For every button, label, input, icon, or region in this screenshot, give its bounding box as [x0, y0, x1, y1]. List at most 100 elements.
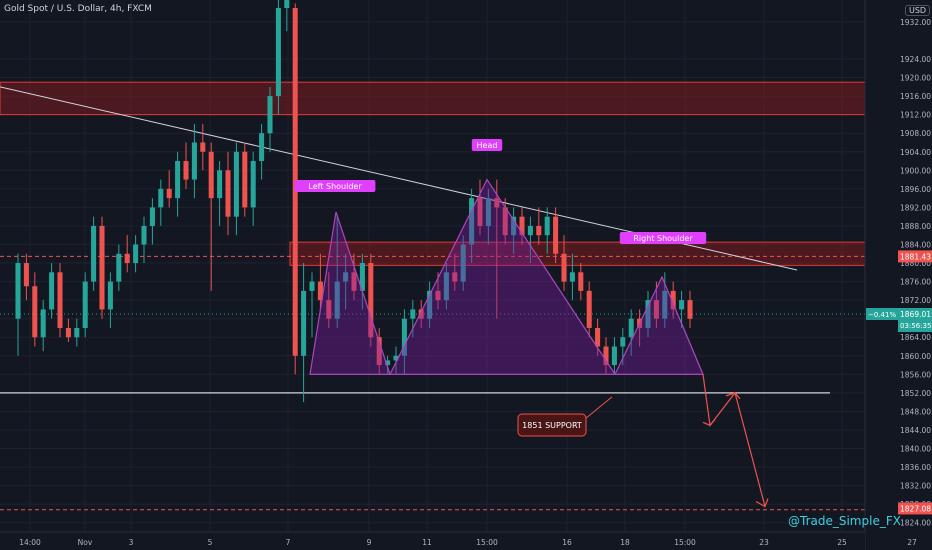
- candle-body: [141, 225, 147, 245]
- candle-body: [569, 272, 575, 282]
- candle-body: [670, 290, 676, 310]
- candle-body: [191, 142, 197, 180]
- projection-arrow-1: [702, 418, 716, 427]
- candle-body: [561, 253, 567, 282]
- price-tick: 1916.00: [900, 92, 931, 101]
- candle-body: [485, 198, 491, 226]
- left-shoulder-label: Left Shoulder: [308, 182, 362, 191]
- resistance-zones: [0, 81, 866, 266]
- candle-body: [250, 161, 256, 208]
- time-tick: 18: [620, 538, 630, 547]
- projection-path-line: [702, 374, 766, 507]
- price-change-label: −0.41%: [868, 311, 896, 319]
- candle-body: [74, 327, 80, 338]
- time-tick: 11: [422, 538, 432, 547]
- left-shoulder-label-bg: [294, 180, 376, 192]
- price-tick: 1840.00: [900, 445, 931, 454]
- candle-body: [628, 318, 634, 338]
- candle-body: [662, 290, 668, 319]
- price-tick: 1904.00: [900, 148, 931, 157]
- head-label-bg: [471, 139, 503, 151]
- candle-body: [519, 216, 525, 236]
- price-tick: 1844.00: [900, 426, 931, 435]
- chart-grid: [0, 0, 865, 532]
- price-tick: 1856.00: [900, 370, 931, 379]
- time-tick: 14:00: [19, 538, 41, 547]
- annotations: 1851 SUPPORT: [517, 396, 613, 437]
- candle-body: [233, 151, 239, 217]
- candlestick-series: [15, 0, 693, 403]
- candle-body: [351, 272, 357, 291]
- candle-body: [527, 225, 533, 236]
- support-callout-text: 1851 SUPPORT: [522, 421, 582, 430]
- candle-body: [586, 290, 592, 328]
- candle-body: [124, 253, 130, 264]
- candle-body: [435, 290, 441, 301]
- candle-body: [23, 263, 29, 287]
- currency-badge[interactable]: USD: [905, 5, 931, 16]
- time-tick: 3: [129, 538, 134, 547]
- projection-arrow-3: [755, 498, 769, 508]
- candle-body: [242, 151, 248, 208]
- candle-body: [217, 170, 223, 199]
- price-tick: 1932.00: [900, 18, 931, 27]
- candle-body: [603, 346, 609, 366]
- candle-body: [284, 0, 290, 9]
- candle-body: [57, 272, 63, 328]
- candle-body: [175, 161, 181, 199]
- price-tick: 1912.00: [900, 111, 931, 120]
- head-shoulders-pattern: Left Shoulder Head Right Shoulder: [294, 139, 707, 375]
- right-shoulder-label-bg: [619, 232, 707, 244]
- time-tick: 23: [759, 538, 769, 547]
- price-tick: 1832.00: [900, 482, 931, 491]
- candle-body: [368, 263, 374, 338]
- candle-body: [208, 151, 214, 199]
- candle-body: [376, 337, 382, 366]
- price-tick: 1920.00: [900, 74, 931, 83]
- candle-body: [200, 142, 206, 152]
- price-marker-bg: [898, 502, 932, 515]
- candle-body: [166, 188, 172, 199]
- candle-body: [158, 188, 164, 208]
- candle-body: [536, 225, 542, 236]
- time-tick: 15:00: [674, 538, 696, 547]
- time-axis[interactable]: 14:00 Nov 3 5 7 9 11 15:00 16 18 15:00 23 25 27: [0, 531, 917, 550]
- candle-body: [385, 360, 391, 366]
- head-label: Head: [477, 141, 498, 150]
- time-tick: 25: [837, 538, 847, 547]
- candle-body: [275, 8, 281, 97]
- price-marker-label: 1827.08: [900, 504, 931, 513]
- candle-body: [494, 198, 500, 208]
- candle-body: [578, 272, 584, 291]
- candle-body: [259, 133, 265, 162]
- candle-body: [679, 300, 685, 310]
- price-tick: 1864.00: [900, 333, 931, 342]
- candle-body: [410, 309, 416, 319]
- candle-body: [443, 272, 449, 301]
- candle-body: [511, 216, 517, 236]
- resistance-zone: [0, 81, 866, 116]
- candle-body: [359, 263, 365, 291]
- candle-body: [595, 327, 601, 347]
- candle-body: [393, 355, 399, 361]
- candle-body: [401, 318, 407, 356]
- projection-arrow-2: [725, 392, 741, 400]
- candle-body: [82, 281, 88, 328]
- price-marker-bg: [898, 250, 932, 263]
- candle-body: [620, 337, 626, 347]
- price-axis[interactable]: 1824.001828.001832.001836.001840.001844.…: [864, 0, 932, 550]
- candle-body: [469, 198, 475, 245]
- time-tick: 27: [907, 538, 917, 547]
- price-tick: 1896.00: [900, 185, 931, 194]
- price-tick: 1892.00: [900, 203, 931, 212]
- price-tick: 1888.00: [900, 222, 931, 231]
- candle-body: [225, 170, 231, 217]
- candle-body: [309, 281, 315, 291]
- candle-body: [418, 309, 424, 319]
- price-tick: 1824.00: [900, 519, 931, 528]
- candle-body: [343, 272, 349, 282]
- candle-body: [149, 207, 155, 226]
- projection-path: [702, 374, 769, 508]
- time-tick: 16: [562, 538, 572, 547]
